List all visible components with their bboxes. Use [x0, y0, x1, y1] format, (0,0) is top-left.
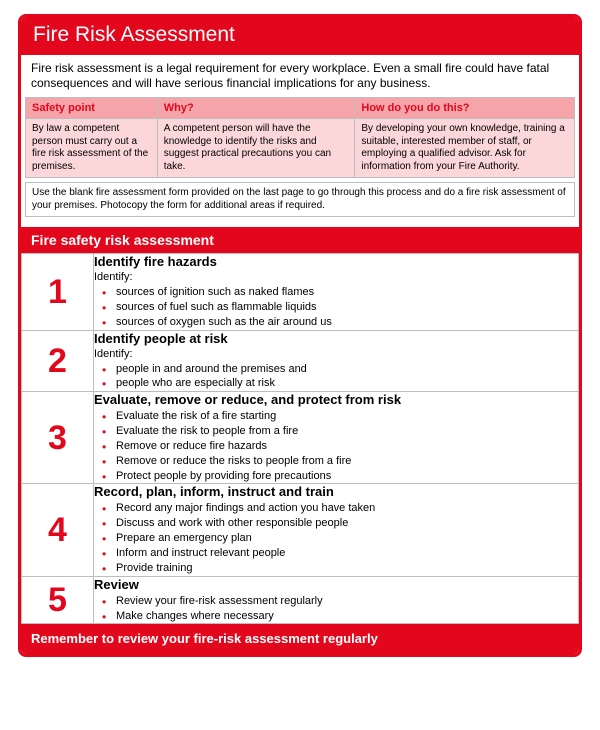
table-row: By law a competent person must carry out… [26, 119, 575, 178]
step-title: Evaluate, remove or reduce, and protect … [94, 392, 578, 407]
step-row: 4Record, plan, inform, instruct and trai… [22, 484, 579, 576]
step-bullet: Provide training [108, 561, 578, 576]
section-title: Fire safety risk assessment [31, 232, 214, 248]
step-bullet: people who are especially at risk [108, 376, 578, 391]
step-bullet: sources of oxygen such as the air around… [108, 315, 578, 330]
step-row: 5Review Review your fire-risk assessment … [22, 576, 579, 624]
col-header-safety: Safety point [26, 98, 158, 119]
title-text: Fire Risk Assessment [33, 23, 235, 46]
step-row: 1Identify fire hazards Identify: sources o… [22, 254, 579, 331]
cell-how: By developing your own knowledge, traini… [355, 119, 575, 178]
step-bullet: people in and around the premises and [108, 362, 578, 377]
step-bullet-list: Evaluate the risk of a fire startingEval… [94, 409, 578, 483]
step-bullet: Remove or reduce fire hazards [108, 439, 578, 454]
cell-safety: By law a competent person must carry out… [26, 119, 158, 178]
note-box: Use the blank fire assessment form provi… [25, 182, 575, 217]
step-body-cell: Identify people at risk Identify: people i… [94, 330, 579, 392]
step-number: 4 [22, 513, 93, 547]
step-bullet: Evaluate the risk of a fire starting [108, 409, 578, 424]
step-body-cell: Identify fire hazards Identify: sources of… [94, 254, 579, 331]
step-bullet-list: Review your fire-risk assessment regular… [94, 594, 578, 624]
step-number: 2 [22, 344, 93, 378]
col-header-how: How do you do this? [355, 98, 575, 119]
steps-table: 1Identify fire hazards Identify: sources o… [21, 253, 579, 624]
step-bullet-list: people in and around the premises andpeo… [94, 362, 578, 392]
cell-why: A competent person will have the knowled… [157, 119, 355, 178]
step-title: Identify fire hazards [94, 254, 578, 269]
step-subheading: Identify: [94, 271, 578, 283]
step-title: Review [94, 577, 578, 592]
safety-point-table: Safety point Why? How do you do this? By… [25, 97, 575, 178]
step-bullet: Review your fire-risk assessment regular… [108, 594, 578, 609]
title-bar: Fire Risk Assessment [21, 17, 579, 55]
intro-text: Fire risk assessment is a legal requirem… [21, 55, 579, 97]
footer-bar: Remember to review your fire-risk assess… [21, 624, 579, 654]
step-title: Record, plan, inform, instruct and train [94, 484, 578, 499]
col-header-why: Why? [157, 98, 355, 119]
step-bullet: Record any major findings and action you… [108, 501, 578, 516]
step-number: 3 [22, 421, 93, 455]
footer-text: Remember to review your fire-risk assess… [31, 631, 378, 646]
step-bullet: sources of ignition such as naked flames [108, 285, 578, 300]
assessment-card: Fire Risk Assessment Fire risk assessmen… [18, 14, 582, 657]
step-number: 5 [22, 583, 93, 617]
step-title: Identify people at risk [94, 331, 578, 346]
step-row: 2Identify people at risk Identify: people … [22, 330, 579, 392]
step-number: 1 [22, 275, 93, 309]
step-subheading: Identify: [94, 348, 578, 360]
step-row: 3Evaluate, remove or reduce, and protect… [22, 392, 579, 484]
step-number-cell: 5 [22, 576, 94, 624]
step-bullet: Prepare an emergency plan [108, 531, 578, 546]
step-bullet: Inform and instruct relevant people [108, 546, 578, 561]
step-bullet-list: Record any major findings and action you… [94, 501, 578, 575]
step-bullet: Evaluate the risk to people from a fire [108, 424, 578, 439]
step-bullet: Discuss and work with other responsible … [108, 516, 578, 531]
page: Fire Risk Assessment Fire risk assessmen… [0, 0, 600, 730]
step-body-cell: Review Review your fire-risk assessment r… [94, 576, 579, 624]
step-number-cell: 1 [22, 254, 94, 331]
step-body-cell: Evaluate, remove or reduce, and protect … [94, 392, 579, 484]
step-bullet: Protect people by providing fore precaut… [108, 469, 578, 484]
step-number-cell: 2 [22, 330, 94, 392]
step-bullet: sources of fuel such as flammable liquid… [108, 300, 578, 315]
section-bar: Fire safety risk assessment [21, 227, 579, 253]
step-body-cell: Record, plan, inform, instruct and train… [94, 484, 579, 576]
step-bullet: Remove or reduce the risks to people fro… [108, 454, 578, 469]
step-number-cell: 4 [22, 484, 94, 576]
step-number-cell: 3 [22, 392, 94, 484]
step-bullet-list: sources of ignition such as naked flames… [94, 285, 578, 330]
table-header-row: Safety point Why? How do you do this? [26, 98, 575, 119]
step-bullet: Make changes where necessary [108, 609, 578, 624]
